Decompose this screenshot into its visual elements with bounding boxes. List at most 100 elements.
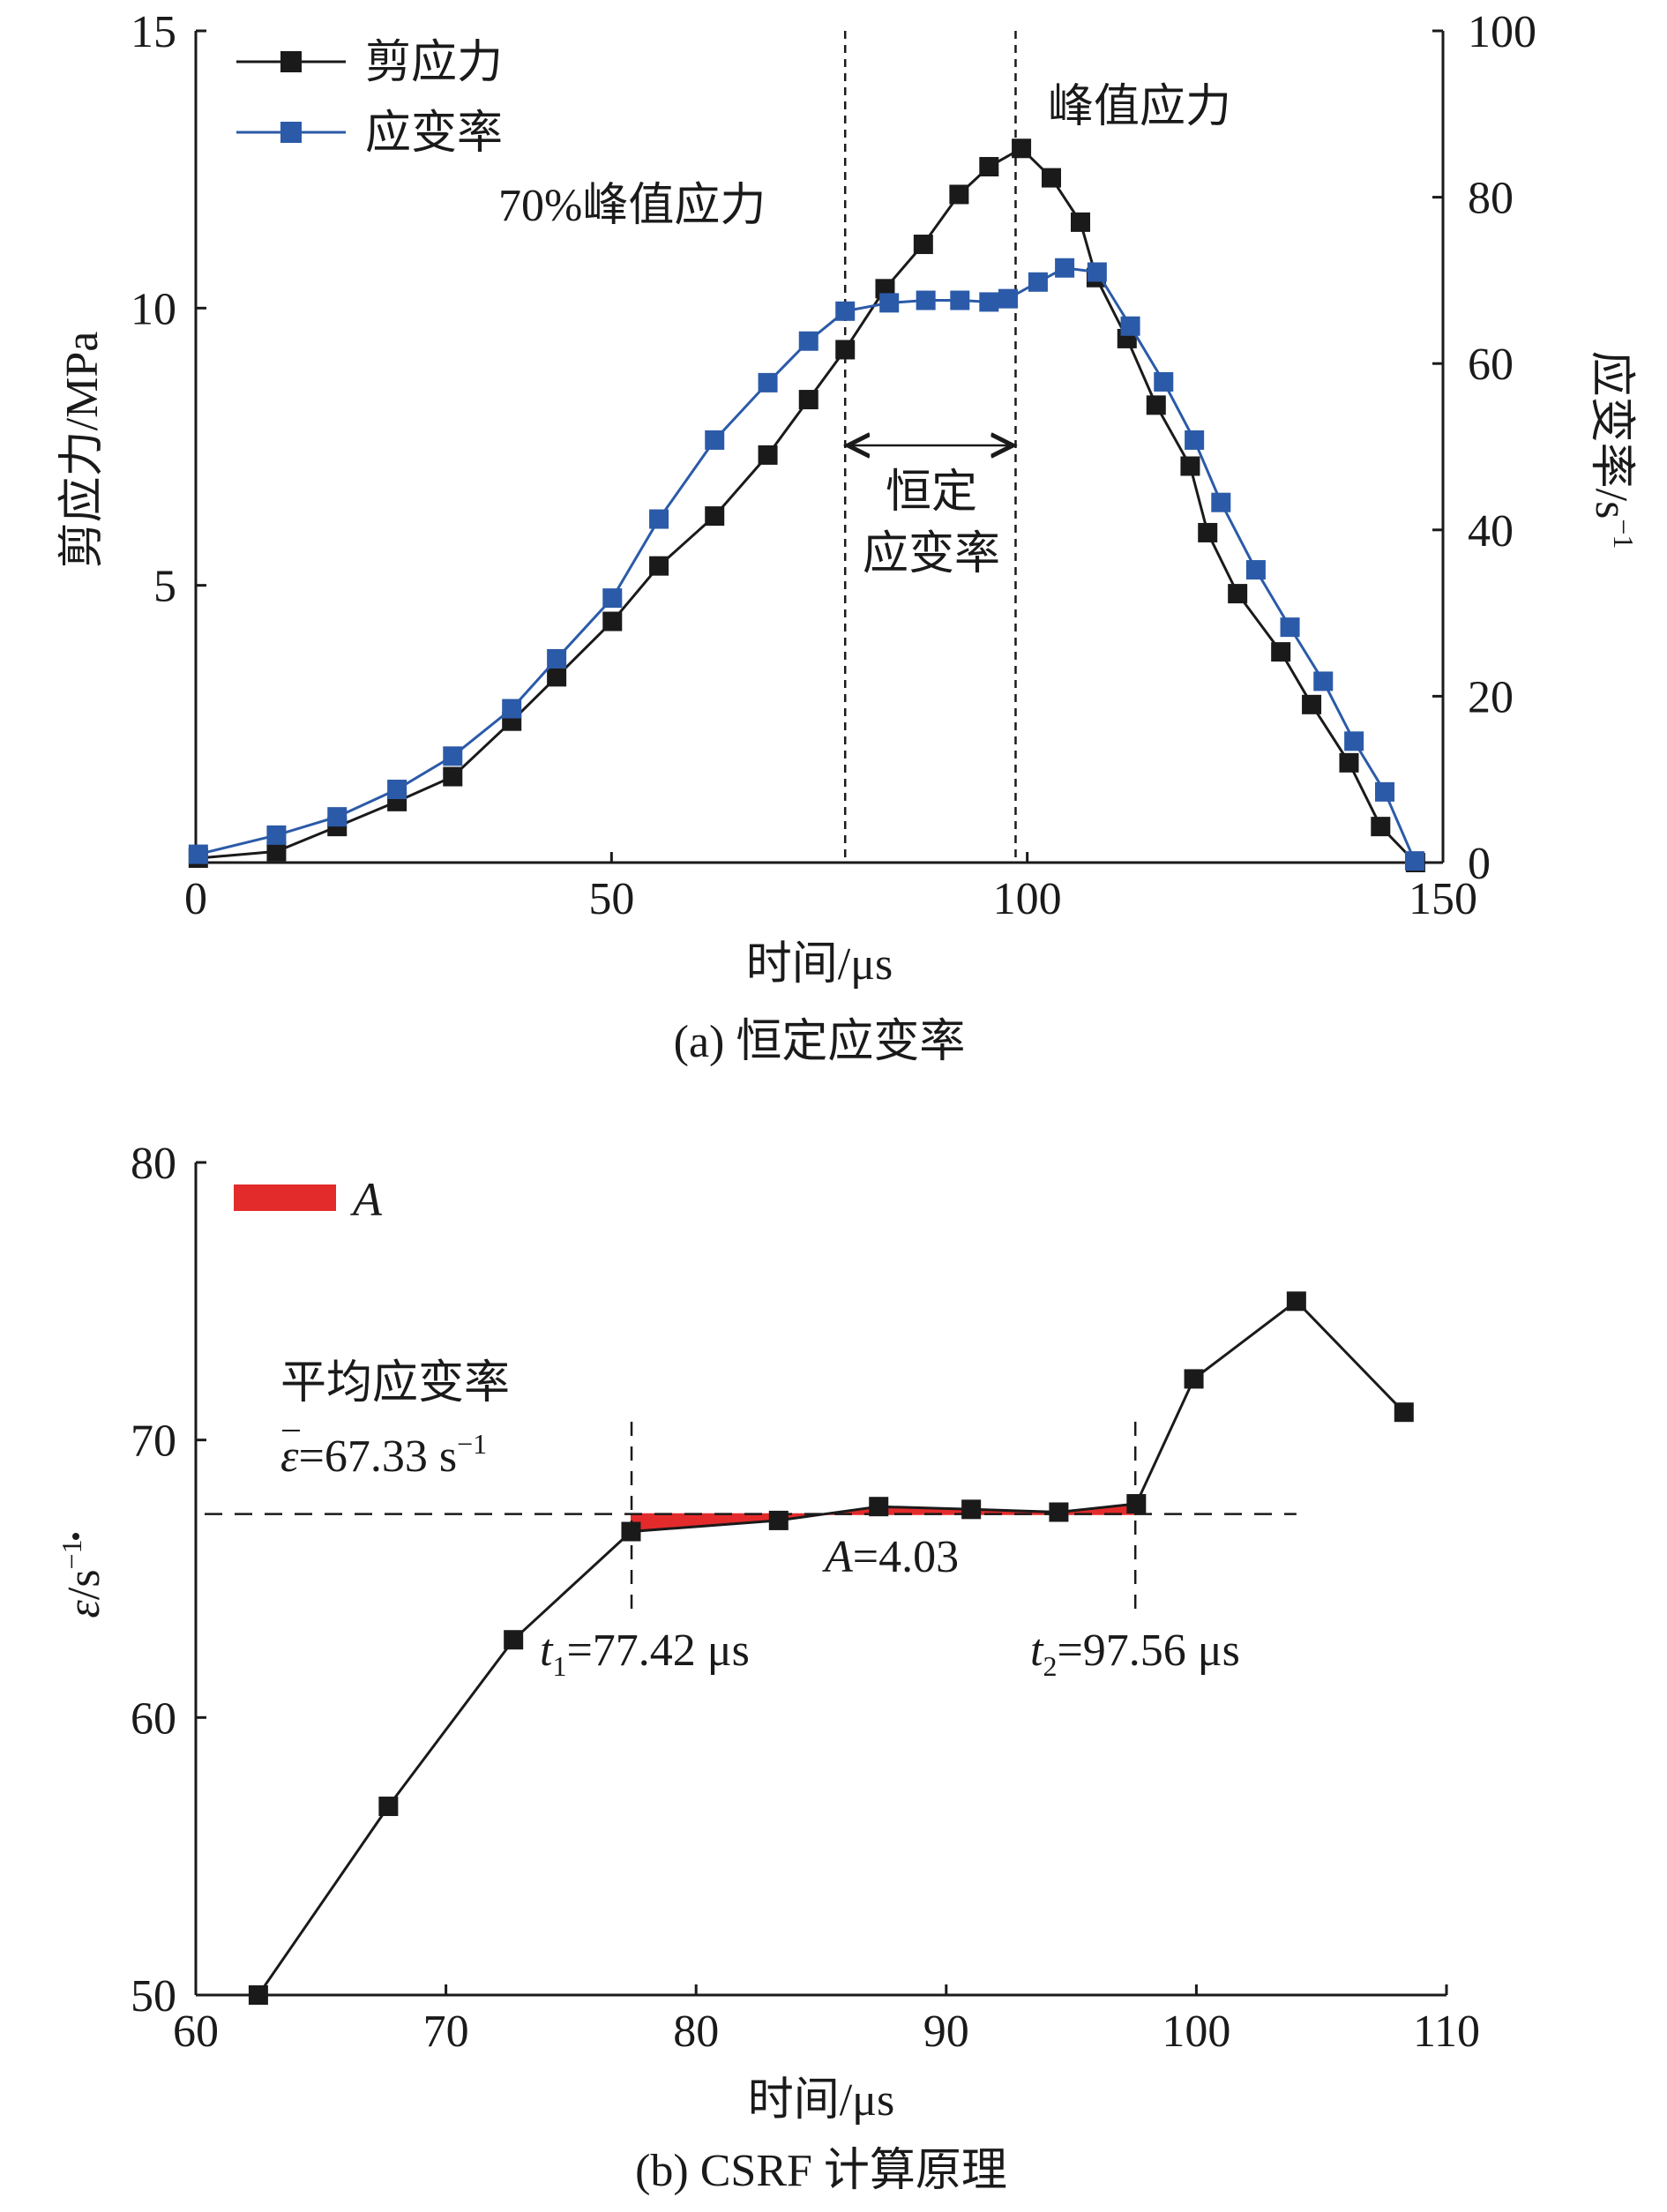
b-t1-sub: 1 (552, 1650, 566, 1682)
b-xlabel: 时间/μs (748, 2075, 895, 2126)
b-avg-title: 平均应变率 (280, 1358, 510, 1409)
a-series-marker-1 (758, 372, 778, 392)
a-series-marker-0 (1180, 456, 1200, 476)
b-xtick-label: 110 (1413, 2006, 1480, 2057)
b-series (248, 1291, 1414, 2005)
b-avg-number: =67.33 s (299, 1431, 458, 1482)
a-ytick-right-label: 0 (1468, 839, 1491, 889)
a-series-marker-0 (547, 667, 567, 687)
a-series-marker-1 (1120, 316, 1140, 336)
a-legend-item-rate: 应变率 (236, 108, 503, 159)
a-xtick-label: 50 (588, 874, 634, 924)
b-avg-symbol: ε (280, 1431, 299, 1482)
a-series-marker-1 (1280, 617, 1300, 638)
a-series-marker-1 (705, 430, 725, 450)
b-legend-swatch (234, 1184, 336, 1211)
a-series-marker-0 (266, 841, 287, 862)
b-series-marker (869, 1497, 889, 1517)
a-series-marker-0 (705, 506, 725, 527)
b-ytick-label: 80 (131, 1139, 176, 1189)
b-area-annotation: A=4.03 (822, 1532, 959, 1582)
b-xtick-label: 70 (423, 2006, 469, 2057)
b-ylabel-unit: /s (59, 1569, 109, 1600)
a-ytick-left-label: 15 (131, 7, 176, 57)
a-xtick-label: 150 (1409, 874, 1477, 924)
a-series-marker-0 (1012, 138, 1032, 159)
b-t2-sub: 2 (1043, 1650, 1057, 1682)
b-t2-label: t2=97.56 μs (1030, 1625, 1240, 1682)
a-series-marker-0 (758, 445, 778, 465)
a-ytick-right-label: 100 (1468, 7, 1536, 57)
b-area-name: A (822, 1532, 853, 1582)
a-caption: (a) 恒定应变率 (674, 1017, 966, 1067)
b-ylabel-sup: −1 (56, 1539, 87, 1569)
a-series-marker-1 (327, 807, 348, 827)
a-ytick-right-label: 20 (1468, 672, 1514, 722)
a-series-marker-1 (1055, 258, 1075, 278)
a-series-marker-1 (950, 290, 970, 310)
a-legend: 剪应力 应变率 (236, 38, 503, 159)
b-series-line (257, 1299, 1405, 1996)
b-ytick-label: 60 (131, 1693, 176, 1744)
a-series-line-1 (198, 266, 1417, 862)
a-series-marker-0 (913, 235, 933, 255)
a-series-marker-0 (1271, 642, 1291, 662)
a-series-marker-1 (649, 509, 669, 529)
b-series-marker (1126, 1494, 1147, 1514)
a-series-marker-1 (1087, 262, 1107, 282)
b-legend-label: A (350, 1173, 383, 1226)
b-xtick-label: 60 (173, 2006, 219, 2057)
b-t1-value: =77.42 μs (566, 1625, 749, 1676)
b-series-marker (768, 1510, 789, 1530)
a-series-marker-0 (602, 611, 623, 631)
b-xtick-label: 90 (923, 2006, 969, 2057)
b-t1-sym: t (540, 1625, 554, 1676)
a-series-marker-1 (387, 780, 407, 800)
b-t1-label: t1=77.42 μs (540, 1625, 750, 1682)
b-ylabel: ε/s−1 (56, 1539, 109, 1618)
a-series-marker-0 (1070, 212, 1090, 232)
a-series-marker-1 (1344, 731, 1364, 751)
a-vlines (843, 31, 1017, 863)
a-series-marker-1 (879, 293, 900, 313)
b-avg-value: ε=67.33 s−1 (280, 1428, 487, 1482)
a-series-marker-1 (1404, 851, 1424, 871)
a-series-marker-1 (266, 825, 287, 845)
a-series-marker-1 (1245, 560, 1266, 580)
a-ylabel-right: 应变率/s−1 (1586, 351, 1640, 549)
a-constant-label-1: 恒定 (886, 467, 977, 518)
b-ylabel-dot (72, 1533, 79, 1540)
a-series-marker-0 (979, 157, 999, 177)
a-constant-label-2: 应变率 (863, 529, 1000, 579)
b-series-marker (1286, 1291, 1306, 1312)
a-series-marker-1 (798, 331, 819, 351)
a-peak-label: 峰值应力 (1048, 82, 1231, 132)
a-ytick-right-label: 80 (1468, 174, 1514, 224)
a-ylabel-right-text: 应变率/s (1586, 351, 1636, 519)
a-series-marker-0 (1198, 522, 1218, 542)
a-series-marker-1 (1211, 492, 1231, 512)
b-ytick-label: 70 (131, 1416, 176, 1467)
a-series-marker-1 (916, 290, 936, 310)
a-series-marker-0 (798, 390, 819, 410)
a-series-marker-0 (1146, 395, 1166, 415)
a-series-marker-0 (1228, 584, 1248, 604)
b-avg-sup: −1 (457, 1428, 487, 1460)
b-legend: A (234, 1173, 383, 1226)
a-series-marker-1 (979, 292, 999, 312)
a-series-marker-1 (1375, 781, 1395, 802)
a-legend-label-rate: 应变率 (365, 108, 503, 159)
a-ytick-left-label: 10 (131, 284, 176, 334)
b-t2-value: =97.56 μs (1057, 1625, 1239, 1676)
a-seventy-label: 70%峰值应力 (498, 181, 766, 231)
a-series-marker-1 (502, 699, 522, 719)
b-series-marker (961, 1499, 982, 1520)
a-ytick-left-label: 5 (153, 562, 176, 612)
a-xtick-label: 0 (184, 874, 207, 924)
a-series-marker-1 (602, 588, 623, 609)
b-series-marker (248, 1985, 268, 2005)
